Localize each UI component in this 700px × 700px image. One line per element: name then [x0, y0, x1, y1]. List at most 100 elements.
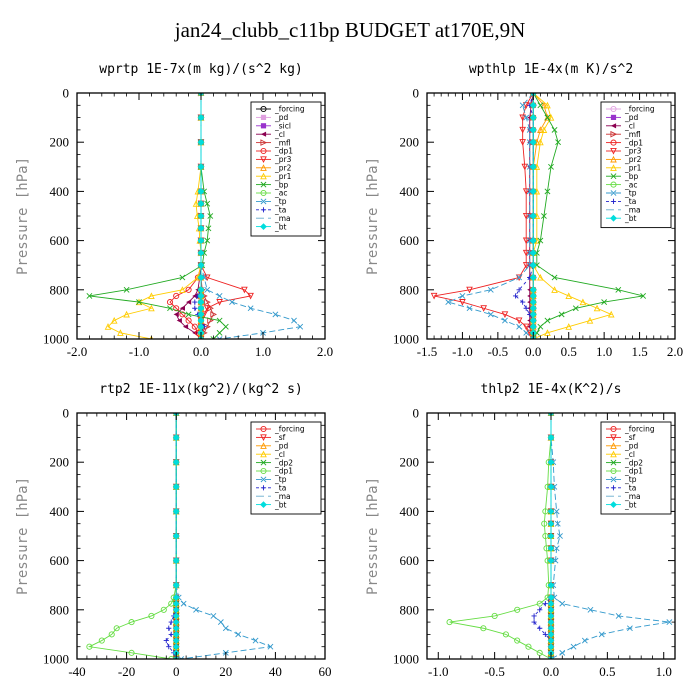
data-point-bp [204, 237, 211, 244]
legend: _forcing_pd_cl_mfl_dp1_pr3_pr2_pr1_bp_ac… [600, 101, 672, 229]
data-point-tp [210, 613, 217, 619]
data-point-pr3 [522, 188, 530, 196]
legend-label: _dp2 [624, 458, 643, 467]
data-point-bt [172, 483, 180, 491]
legend-marker [260, 450, 267, 458]
data-point-tp [272, 311, 279, 318]
figure-title: jan24_clubb_c11bp BUDGET at170E,9N [174, 18, 526, 42]
legend-entry-mfl: _mfl [606, 130, 641, 139]
data-point-bt [197, 317, 205, 324]
data-point-cl [176, 317, 182, 324]
y-tick-label: 200 [400, 455, 420, 470]
data-point-tp [559, 600, 566, 607]
data-point-ta [523, 305, 529, 311]
data-point-bp [551, 274, 558, 281]
legend-entry-bt: _bt [606, 214, 637, 223]
data-point-bp [537, 102, 544, 109]
y-tick-label: 400 [400, 184, 420, 199]
data-point-pr1 [192, 200, 200, 207]
legend-entry-dp1: _dp1 [606, 138, 643, 147]
data-point-bt [529, 212, 537, 220]
data-point-bt [529, 286, 537, 294]
data-point-bt [547, 520, 555, 528]
legend-entry-pd: _pd [606, 442, 639, 451]
data-point-pr1 [148, 292, 155, 299]
data-point-bt [197, 311, 205, 318]
legend-marker [610, 105, 617, 113]
legend-entry-bt: _bt [256, 500, 287, 509]
y-tick-label: 200 [50, 135, 70, 150]
data-point-bt [529, 261, 537, 269]
data-point-bt [197, 249, 205, 257]
x-tick-label: 2.0 [317, 344, 333, 359]
y-tick-label: 1000 [393, 652, 419, 667]
data-point-pr1 [537, 273, 544, 281]
legend-label: _pr1 [624, 164, 642, 173]
legend-marker [610, 139, 617, 146]
data-point-bt [172, 594, 180, 601]
data-point-bp [537, 237, 544, 244]
data-point-bp [216, 317, 223, 324]
legend-entry-dp2: _dp2 [256, 458, 293, 467]
panel-thlp2: thlp2 1E-4x(K^2)/s Pressure [hPa] -1.0 -0.5… [350, 370, 700, 700]
data-point-mfl [207, 317, 214, 324]
data-point-bp [123, 286, 130, 293]
panel-wpthlp: wpthlp 1E-4x(m K)/s^2 Pressure [hPa] -1.5-… [350, 50, 700, 380]
legend-marker [610, 501, 617, 508]
data-point-tp [587, 606, 594, 613]
data-point-pr1 [110, 316, 118, 324]
data-point-cl [173, 311, 179, 317]
legend-entry-pd: _pd [256, 442, 289, 451]
data-point-pr3 [522, 323, 530, 331]
data-point-bt [172, 606, 180, 614]
data-point-tp [598, 631, 605, 638]
legend-entry-cl: _cl [256, 130, 285, 139]
data-point-tp [216, 336, 223, 339]
data-point-tp [526, 262, 533, 269]
legend-label: _forcing [274, 425, 305, 434]
data-point-bt [172, 631, 180, 638]
data-point-tp [502, 317, 508, 324]
data-point-tp [548, 413, 554, 416]
data-point-tp [526, 163, 533, 170]
data-point-bt [529, 138, 537, 146]
data-point-bt [529, 311, 537, 318]
y-tick-label: 400 [400, 504, 420, 519]
data-point-dp1 [108, 631, 115, 638]
legend-label: _bp [274, 180, 289, 189]
data-point-dp1 [502, 631, 509, 638]
data-point-bt [197, 212, 205, 220]
legend-label: _dp1 [624, 467, 643, 476]
y-tick-label: 0 [63, 86, 70, 101]
legend-entry-sf: _sf [256, 433, 286, 442]
data-point-bt [547, 643, 555, 651]
data-point-pr1 [179, 286, 186, 293]
data-point-tp [178, 656, 185, 659]
data-point-tp [247, 305, 254, 312]
data-point-cl [192, 330, 198, 336]
data-point-dp1 [128, 619, 135, 626]
data-point-bt [172, 618, 180, 626]
data-point-pr2 [537, 126, 544, 133]
legend-entry-cl: _cl [256, 450, 285, 459]
legend-marker [260, 223, 267, 230]
y-tick-label: 800 [50, 282, 70, 297]
legend-label: _ta [624, 197, 636, 206]
legend-marker [260, 207, 267, 213]
data-point-pr1 [148, 304, 155, 312]
legend-marker [610, 459, 617, 466]
legend-marker [260, 181, 267, 188]
legend: _forcing_pd_sicl_cl_mfl_dp1_pr3_pr2_pr1_… [250, 101, 322, 237]
y-tick-label: 800 [50, 602, 70, 617]
data-point-bt [529, 323, 537, 331]
x-tick-label: 0.5 [599, 664, 615, 679]
data-point-bt [197, 292, 205, 300]
y-tick-label: 200 [50, 455, 70, 470]
data-point-bt [547, 483, 555, 491]
data-point-tp [523, 114, 530, 121]
legend-marker [260, 189, 267, 197]
data-point-bt [547, 637, 555, 644]
legend-entry-ma: _ma [606, 492, 641, 501]
legend-marker [260, 476, 267, 483]
